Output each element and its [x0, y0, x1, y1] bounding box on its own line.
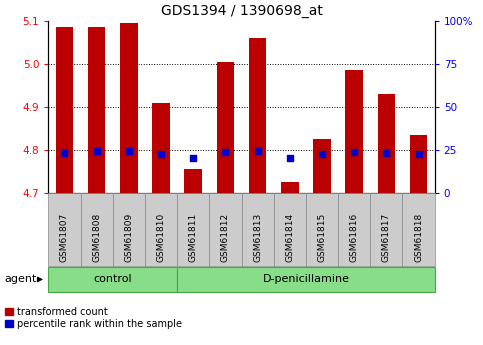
Bar: [120, 23, 138, 193]
Text: D-penicillamine: D-penicillamine: [262, 275, 349, 284]
Text: GSM61808: GSM61808: [92, 213, 101, 262]
Bar: [378, 94, 395, 193]
Text: GSM61815: GSM61815: [317, 213, 327, 262]
Bar: [410, 135, 427, 193]
Text: GSM61809: GSM61809: [124, 213, 133, 262]
Bar: [152, 103, 170, 193]
Point: [189, 155, 197, 161]
Text: control: control: [93, 275, 132, 284]
Bar: [185, 169, 202, 193]
Point: [415, 152, 423, 157]
Text: agent: agent: [5, 275, 37, 284]
Bar: [281, 183, 298, 193]
Bar: [88, 27, 105, 193]
Text: GSM61811: GSM61811: [189, 213, 198, 262]
Point: [125, 148, 133, 154]
Point: [60, 150, 68, 156]
Title: GDS1394 / 1390698_at: GDS1394 / 1390698_at: [160, 4, 323, 18]
Point: [318, 152, 326, 157]
Text: GSM61813: GSM61813: [253, 213, 262, 262]
Point: [383, 150, 390, 156]
Point: [286, 155, 294, 161]
Text: GSM61817: GSM61817: [382, 213, 391, 262]
Bar: [345, 70, 363, 193]
Text: GSM61816: GSM61816: [350, 213, 359, 262]
Point: [254, 148, 261, 154]
Bar: [56, 27, 73, 193]
Text: GSM61818: GSM61818: [414, 213, 423, 262]
Text: GSM61810: GSM61810: [156, 213, 166, 262]
Point: [350, 149, 358, 155]
Point: [222, 149, 229, 155]
Point: [157, 151, 165, 156]
Point: [93, 148, 100, 154]
Legend: transformed count, percentile rank within the sample: transformed count, percentile rank withi…: [5, 307, 182, 329]
Bar: [216, 62, 234, 193]
Text: GSM61812: GSM61812: [221, 213, 230, 262]
Bar: [249, 38, 267, 193]
Text: GSM61814: GSM61814: [285, 213, 294, 262]
Text: GSM61807: GSM61807: [60, 213, 69, 262]
Bar: [313, 139, 331, 193]
